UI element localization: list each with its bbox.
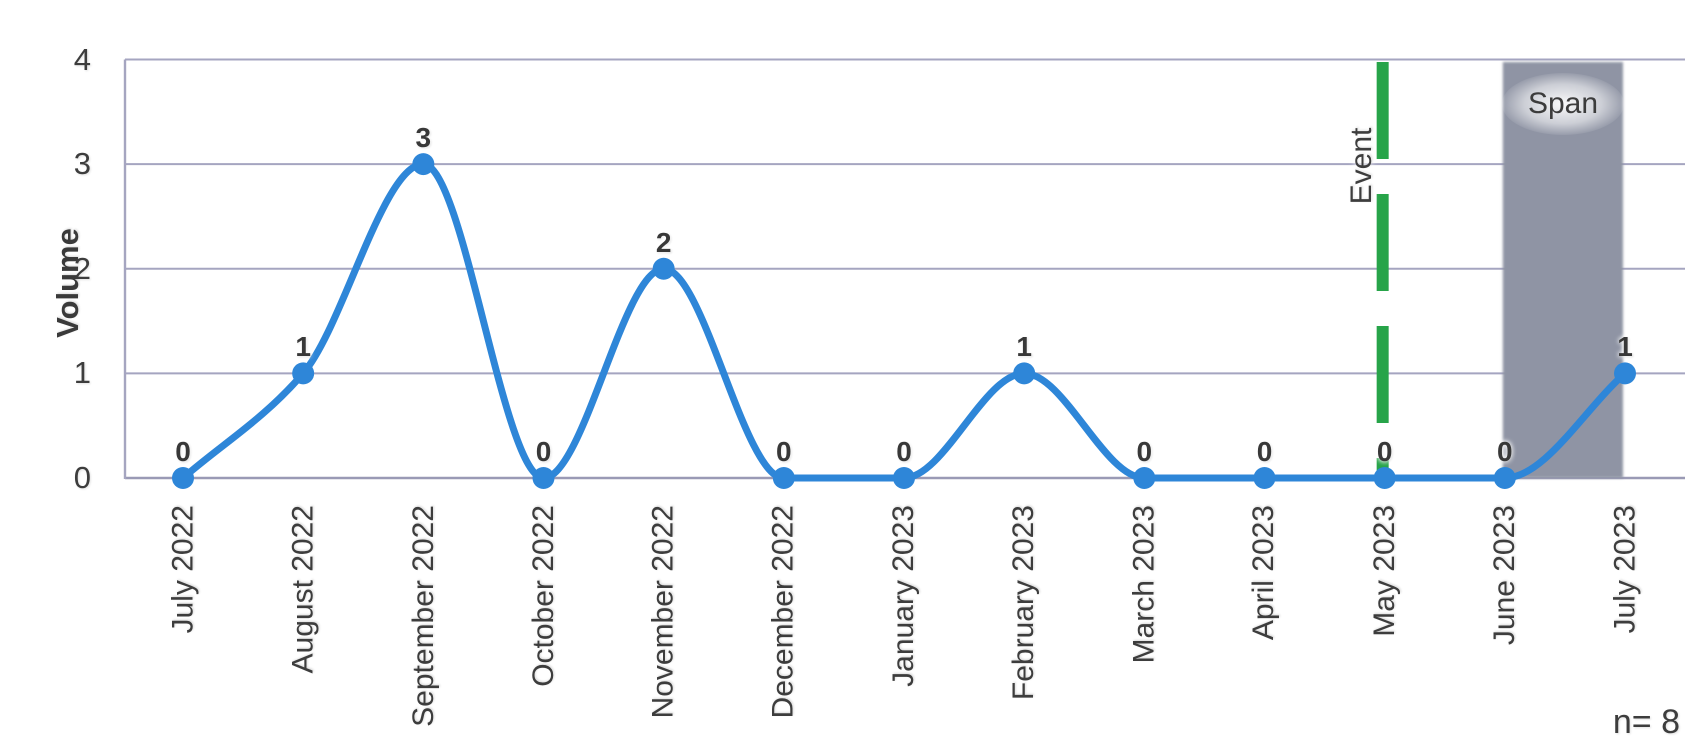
y-tick-label: 1 bbox=[73, 355, 91, 391]
x-tick-label: November 2022 bbox=[646, 505, 680, 719]
data-point bbox=[292, 362, 315, 385]
x-tick-label: March 2023 bbox=[1127, 505, 1161, 664]
data-point-label: 0 bbox=[1497, 436, 1513, 467]
y-tick-label: 3 bbox=[73, 146, 91, 182]
sample-size-note: n= 8 bbox=[1612, 703, 1680, 741]
x-tick-label: February 2023 bbox=[1007, 505, 1041, 701]
data-point bbox=[532, 467, 555, 489]
span-label: Span bbox=[1501, 73, 1625, 135]
x-tick-label: June 2023 bbox=[1487, 505, 1521, 646]
data-point bbox=[1614, 362, 1636, 385]
x-tick-label: August 2022 bbox=[286, 505, 320, 674]
data-point-label: 0 bbox=[1136, 436, 1153, 467]
data-point-label: 0 bbox=[535, 436, 552, 467]
data-point bbox=[172, 467, 194, 489]
data-point-label: 0 bbox=[1256, 436, 1273, 467]
x-tick-label: September 2022 bbox=[406, 505, 440, 727]
data-point-label: 1 bbox=[295, 331, 311, 363]
data-point-label: 1 bbox=[1617, 331, 1633, 363]
data-point bbox=[652, 257, 675, 280]
data-point-label: 2 bbox=[655, 226, 672, 258]
x-tick-label: December 2022 bbox=[766, 505, 800, 719]
data-points bbox=[172, 153, 1636, 489]
x-tick-label: October 2022 bbox=[526, 505, 560, 687]
x-tick-label: July 2022 bbox=[166, 505, 199, 634]
data-point bbox=[893, 467, 915, 489]
data-point bbox=[772, 467, 795, 489]
data-point bbox=[1253, 467, 1276, 489]
x-tick-label: April 2023 bbox=[1247, 505, 1281, 641]
data-point-label: 0 bbox=[175, 436, 191, 467]
data-point-label: 3 bbox=[415, 122, 432, 154]
data-point-label: 0 bbox=[1376, 436, 1393, 467]
data-point bbox=[1373, 467, 1396, 489]
data-point-label: 0 bbox=[896, 436, 912, 467]
data-point bbox=[1013, 362, 1036, 385]
y-tick-label: 0 bbox=[73, 460, 91, 495]
event-label: Event bbox=[1345, 127, 1378, 205]
data-point bbox=[1133, 467, 1156, 489]
data-point bbox=[1493, 467, 1516, 489]
data-point-label: 1 bbox=[1016, 331, 1032, 363]
y-tick-label: 4 bbox=[73, 41, 91, 77]
line-series bbox=[179, 160, 1629, 482]
x-tick-label: January 2023 bbox=[887, 505, 920, 687]
y-tick-label: 2 bbox=[73, 250, 91, 286]
data-point-label: 0 bbox=[776, 436, 792, 467]
x-tick-label: May 2023 bbox=[1367, 505, 1401, 637]
data-point bbox=[412, 153, 435, 176]
x-tick-label: July 2023 bbox=[1608, 505, 1641, 634]
